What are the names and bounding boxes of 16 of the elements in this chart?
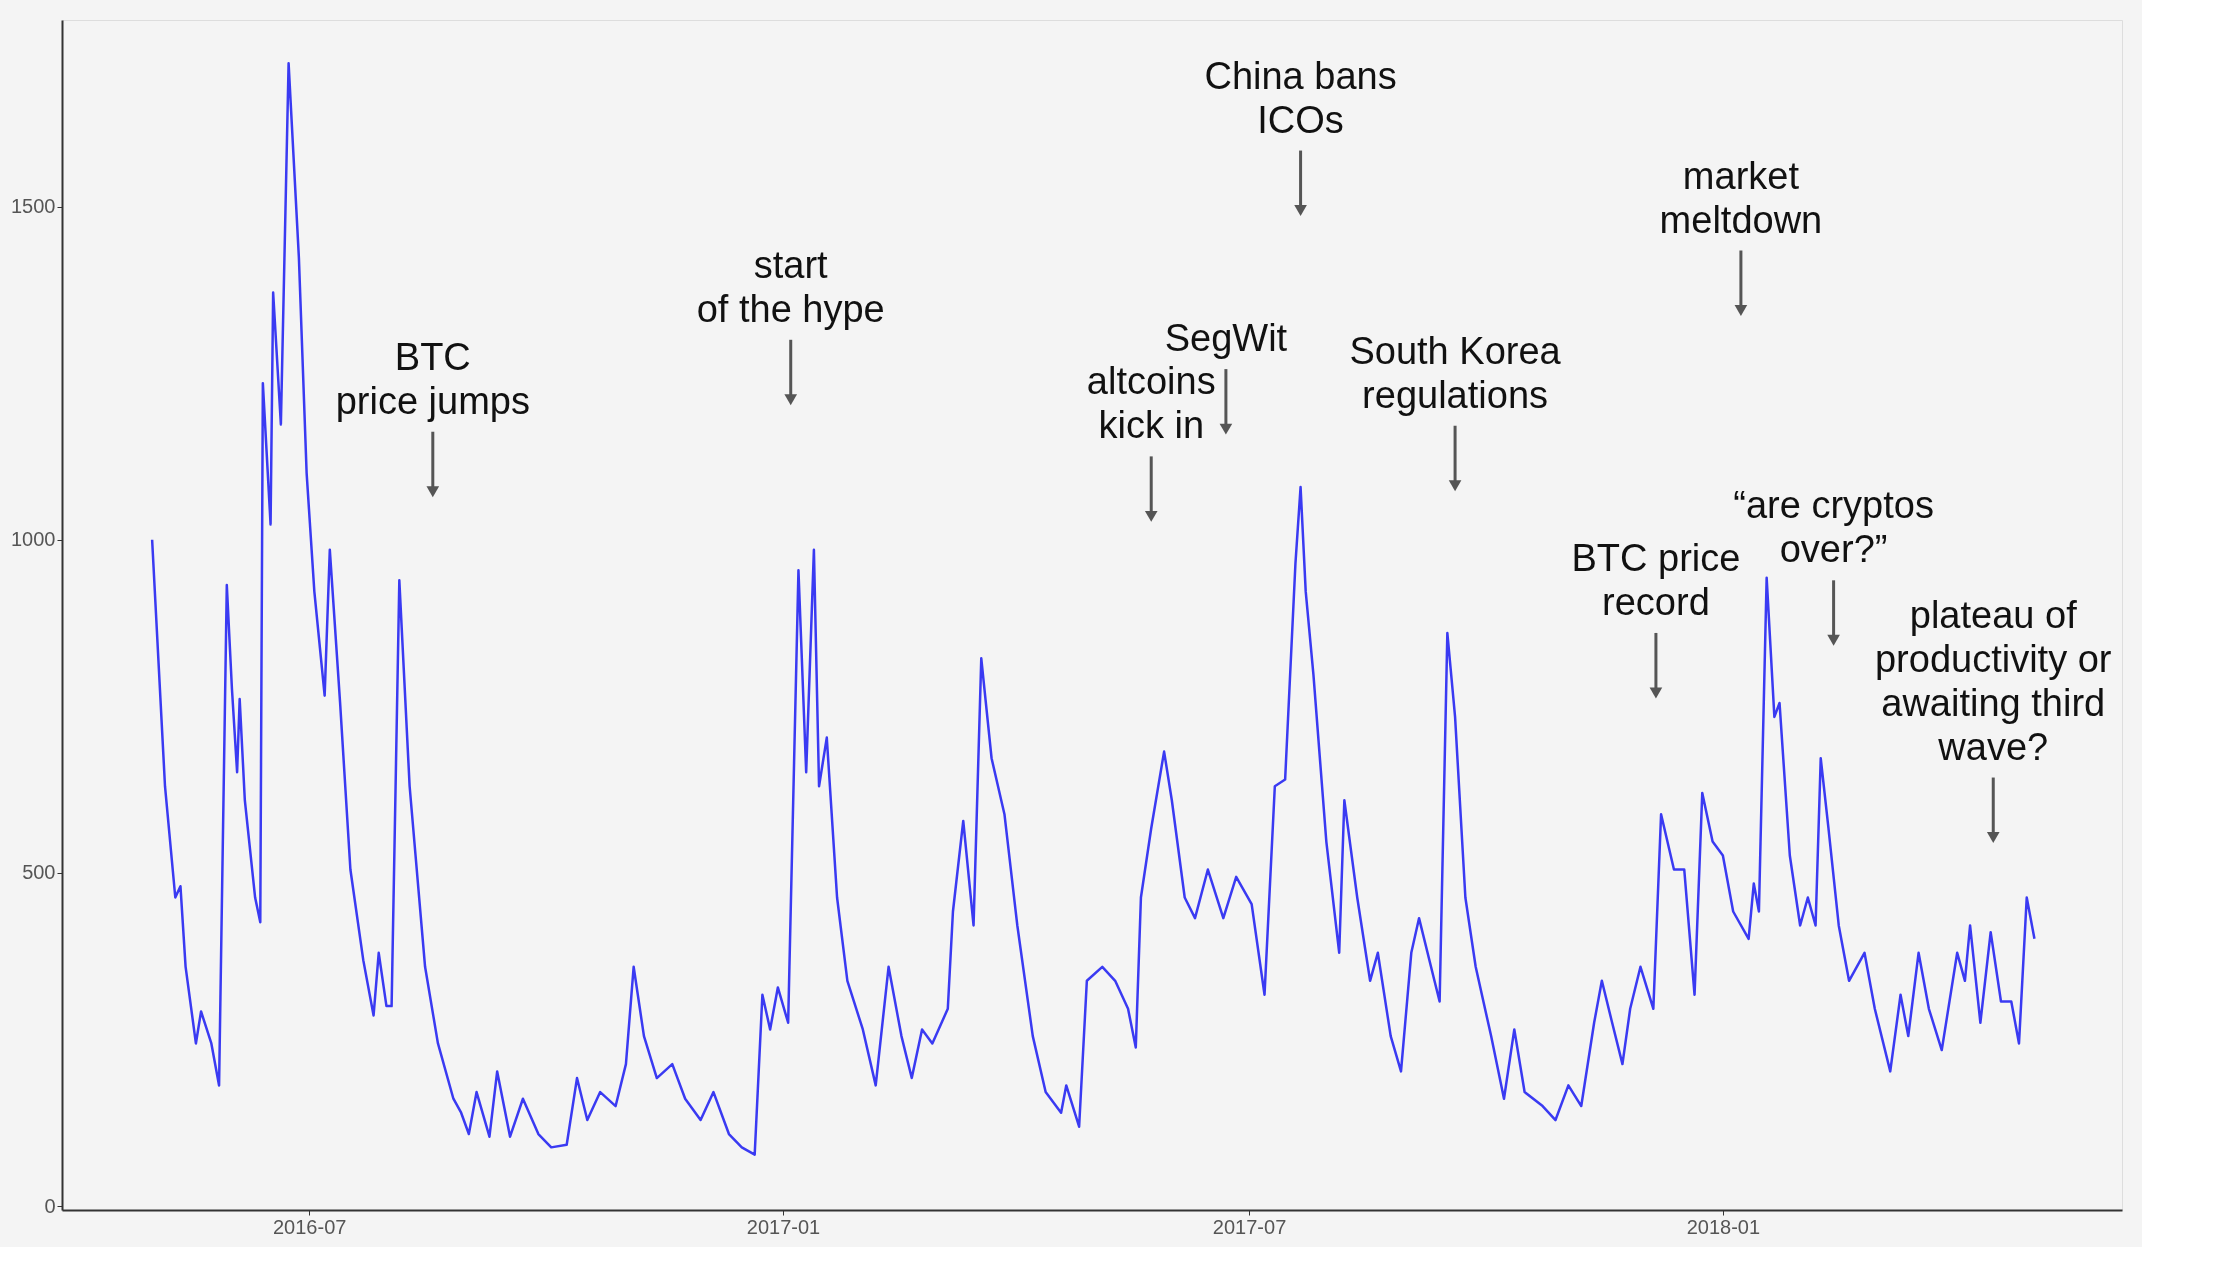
annotation: SegWit: [1164, 317, 1288, 360]
y-tick-label: 1500: [11, 195, 56, 218]
x-tick-label: 2017-07: [1212, 1215, 1287, 1238]
y-tick-label: 1000: [11, 528, 56, 551]
annotation: South Korea regulations: [1349, 329, 1562, 416]
annotation: BTC price jumps: [335, 335, 530, 422]
annotation: plateau of productivity or awaiting third wave?: [1874, 593, 2112, 768]
annotation: market meltdown: [1659, 154, 1823, 241]
annotation: China bans ICOs: [1204, 54, 1397, 141]
y-tick-label: 500: [22, 861, 56, 884]
x-tick-label: 2017-01: [746, 1215, 821, 1238]
x-tick-label: 2016-07: [273, 1215, 347, 1238]
annotation: start of the hype: [696, 243, 885, 330]
annotation: altcoins kick in: [1086, 360, 1216, 447]
x-tick-label: 2018-01: [1686, 1215, 1761, 1238]
y-tick-label: 0: [44, 1194, 56, 1217]
